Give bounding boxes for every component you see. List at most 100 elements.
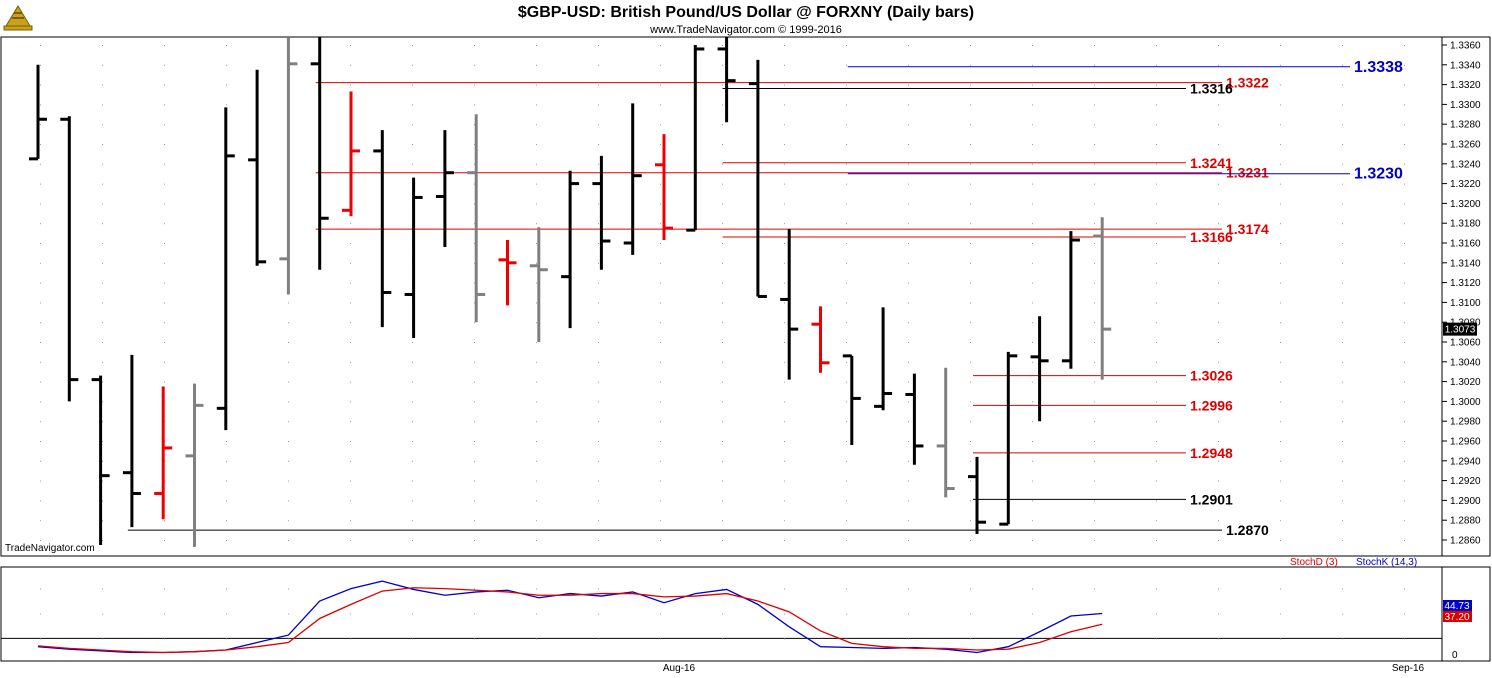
grid-dot <box>660 381 661 383</box>
indicator-grid <box>1 588 1442 640</box>
ohlc-bar <box>780 229 799 380</box>
grid-dot <box>164 183 165 185</box>
level-label: 1.3231 <box>1226 165 1269 181</box>
grid-dot <box>598 441 599 442</box>
grid-dot <box>846 638 847 640</box>
grid-dot <box>660 144 661 145</box>
grid-dot <box>102 638 103 640</box>
grid-dot <box>412 84 413 86</box>
grid-dot <box>164 520 165 522</box>
grid-dot <box>1342 361 1343 363</box>
grid-dot <box>722 613 723 615</box>
grid-dot <box>1280 124 1281 126</box>
grid-dot <box>1156 460 1157 462</box>
ohlc-bar <box>842 354 861 445</box>
grid-dot <box>722 401 723 403</box>
grid-dot <box>40 361 41 363</box>
grid-dot <box>474 480 475 482</box>
grid-dot <box>102 243 103 244</box>
y-tick-label: 1.3280 <box>1450 120 1481 131</box>
grid-dot <box>102 460 103 462</box>
grid-dot <box>288 342 289 343</box>
grid-dot <box>288 322 289 324</box>
grid-dot <box>970 104 971 106</box>
grid-dot <box>1032 638 1033 640</box>
grid-dot <box>1404 163 1405 165</box>
grid-dot <box>102 84 103 86</box>
ohlc-bar <box>905 373 924 465</box>
grid-dot <box>350 64 351 66</box>
grid-dot <box>908 163 909 165</box>
grid-dot <box>536 342 537 343</box>
grid-dot <box>970 203 971 205</box>
grid-dot <box>536 104 537 106</box>
grid-dot <box>784 84 785 86</box>
ohlc-bar <box>154 386 173 520</box>
grid-dot <box>908 124 909 126</box>
grid-dot <box>1032 342 1033 343</box>
grid-dot <box>412 500 413 502</box>
grid-dot <box>164 282 165 284</box>
grid-dot <box>970 243 971 244</box>
grid-dot <box>598 381 599 383</box>
legend-stochd: StochD (3) <box>1290 557 1338 568</box>
level-label: 1.3241 <box>1190 155 1233 171</box>
level-label: 1.3026 <box>1190 368 1233 384</box>
grid-dot <box>1404 361 1405 363</box>
grid-dot <box>1032 500 1033 502</box>
grid-dot <box>846 361 847 363</box>
grid-dot <box>1032 540 1033 541</box>
grid-dot <box>784 183 785 185</box>
grid-dot <box>784 588 785 590</box>
grid-dot <box>536 401 537 403</box>
grid-dot <box>474 302 475 304</box>
grid-dot <box>660 282 661 284</box>
grid-dot <box>908 421 909 423</box>
grid-dot <box>474 144 475 145</box>
price-panel <box>0 36 1443 557</box>
grid-dot <box>846 342 847 343</box>
grid-dot <box>970 45 971 46</box>
grid-dot <box>970 480 971 482</box>
grid-dot <box>970 322 971 324</box>
y-tick-label: 1.3180 <box>1450 219 1481 230</box>
grid-dot <box>536 613 537 615</box>
grid-dot <box>846 588 847 590</box>
grid-dot <box>908 361 909 363</box>
grid-dot <box>474 45 475 46</box>
grid-dot <box>412 540 413 541</box>
grid-dot <box>598 500 599 502</box>
grid-dot <box>102 282 103 284</box>
grid-dot <box>1218 613 1219 615</box>
grid-dot <box>1094 203 1095 205</box>
grid-dot <box>1280 638 1281 640</box>
grid-dot <box>784 500 785 502</box>
grid-dot <box>784 480 785 482</box>
grid-dot <box>412 64 413 66</box>
grid-dot <box>1032 381 1033 383</box>
grid-dot <box>1280 302 1281 304</box>
grid-dot <box>784 203 785 205</box>
grid-dot <box>350 460 351 462</box>
grid-dot <box>1342 441 1343 442</box>
grid-dot <box>660 203 661 205</box>
grid-dot <box>102 262 103 264</box>
grid-dot <box>908 302 909 304</box>
grid-dot <box>784 45 785 46</box>
grid-dot <box>1404 282 1405 284</box>
grid-dot <box>474 520 475 522</box>
grid-dot <box>722 381 723 383</box>
grid-dot <box>970 401 971 403</box>
grid-dot <box>474 223 475 225</box>
grid-dot <box>970 540 971 541</box>
grid-dot <box>1280 64 1281 66</box>
grid-dot <box>412 613 413 615</box>
ohlc-bar <box>373 130 392 328</box>
y-tick-label: 1.3160 <box>1450 239 1481 250</box>
grid-dot <box>722 520 723 522</box>
grid-dot <box>660 124 661 126</box>
grid-dot <box>1280 183 1281 185</box>
grid-dot <box>908 520 909 522</box>
grid-dot <box>102 183 103 185</box>
grid-dot <box>1218 361 1219 363</box>
